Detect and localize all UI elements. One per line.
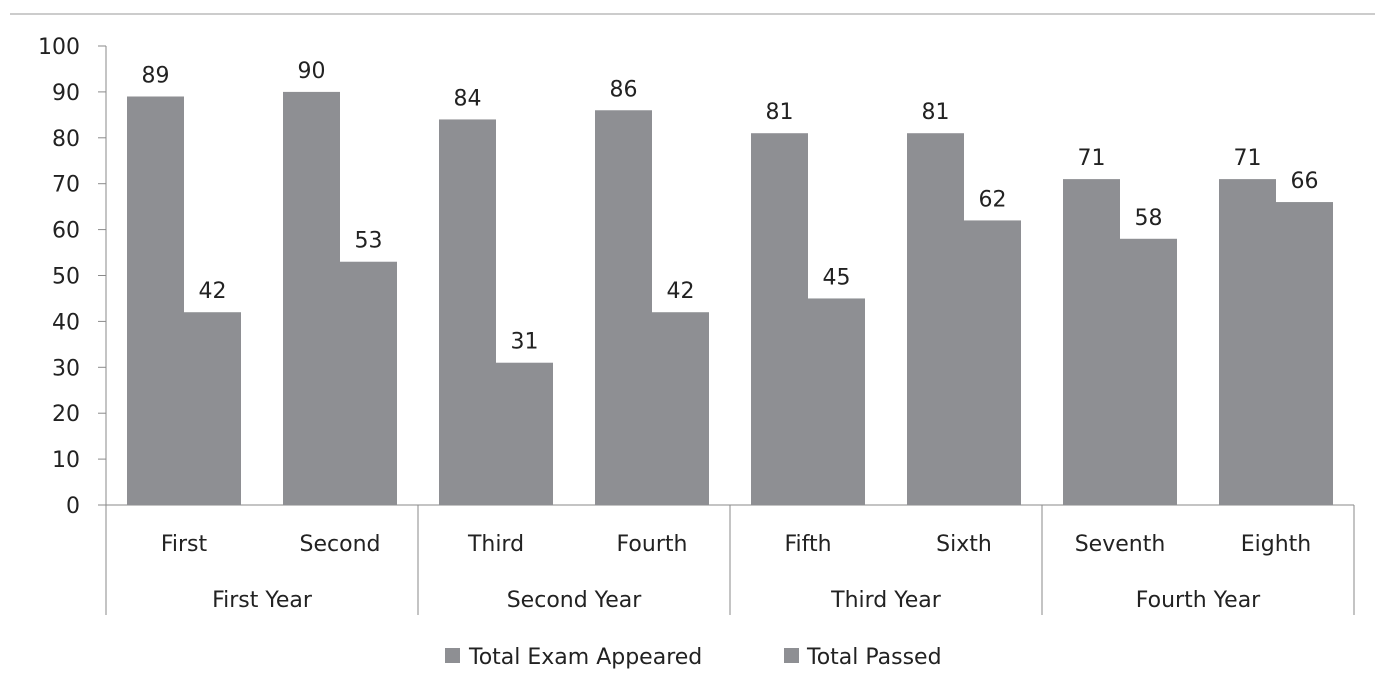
category-label: Eighth (1241, 532, 1312, 557)
data-label: 62 (979, 187, 1007, 212)
y-tick-label: 100 (38, 35, 80, 60)
data-label: 53 (355, 229, 383, 254)
y-tick-label: 30 (52, 356, 80, 381)
y-tick-label: 0 (66, 494, 80, 519)
bar (907, 133, 964, 505)
data-label: 81 (922, 100, 950, 125)
bar (1063, 179, 1120, 506)
y-tick-label: 60 (52, 219, 80, 244)
legend-swatch (784, 648, 799, 663)
legend: Total Exam Appeared Total Passed (445, 645, 942, 670)
data-label: 71 (1234, 146, 1262, 171)
legend-label: Total Exam Appeared (468, 645, 702, 670)
legend-swatch (445, 648, 460, 663)
category-label: Second (300, 532, 381, 557)
legend-label: Total Passed (806, 645, 942, 670)
data-label: 84 (454, 86, 482, 111)
bar (496, 362, 553, 505)
data-label: 90 (298, 59, 326, 84)
category-label: Seventh (1075, 532, 1166, 557)
bar (184, 312, 241, 505)
bars (127, 91, 1333, 506)
group-label: Third Year (830, 588, 942, 613)
group-label: Second Year (507, 588, 642, 613)
data-labels: 89 42 90 53 84 31 86 42 81 45 81 62 71 58 71 66 (142, 59, 1319, 355)
data-label: 66 (1291, 169, 1319, 194)
bar (1219, 179, 1276, 506)
y-tick-label: 50 (52, 265, 80, 290)
bar (1276, 202, 1333, 505)
y-tick-label: 80 (52, 127, 80, 152)
y-tick-label: 70 (52, 173, 80, 198)
bar (652, 312, 709, 505)
data-label: 71 (1078, 146, 1106, 171)
y-tick-label: 10 (52, 448, 80, 473)
y-tick-label: 20 (52, 402, 80, 427)
y-tick-label: 40 (52, 310, 80, 335)
category-label: Fifth (784, 532, 831, 557)
bar (808, 298, 865, 505)
bar (127, 96, 184, 506)
bar (595, 110, 652, 505)
data-label: 86 (610, 77, 638, 102)
category-label: First (161, 532, 208, 557)
data-label: 31 (511, 330, 539, 355)
bar (340, 261, 397, 505)
group-label: First Year (212, 588, 313, 613)
bar (1120, 238, 1177, 505)
y-tick-label: 90 (52, 81, 80, 106)
axes: 0 10 20 30 40 50 60 70 80 90 100 First Second Third Fo… (38, 35, 1355, 615)
data-label: 45 (823, 265, 851, 290)
category-label: Sixth (936, 532, 992, 557)
bar (964, 220, 1021, 506)
bar (751, 133, 808, 505)
data-label: 42 (667, 279, 695, 304)
data-label: 58 (1135, 206, 1163, 231)
data-label: 81 (766, 100, 794, 125)
group-label: Fourth Year (1136, 588, 1261, 613)
category-label: Fourth (617, 532, 688, 557)
category-label: Third (467, 532, 524, 557)
data-label: 89 (142, 63, 170, 88)
bar (283, 91, 340, 506)
bar (439, 119, 496, 505)
data-label: 42 (199, 279, 227, 304)
